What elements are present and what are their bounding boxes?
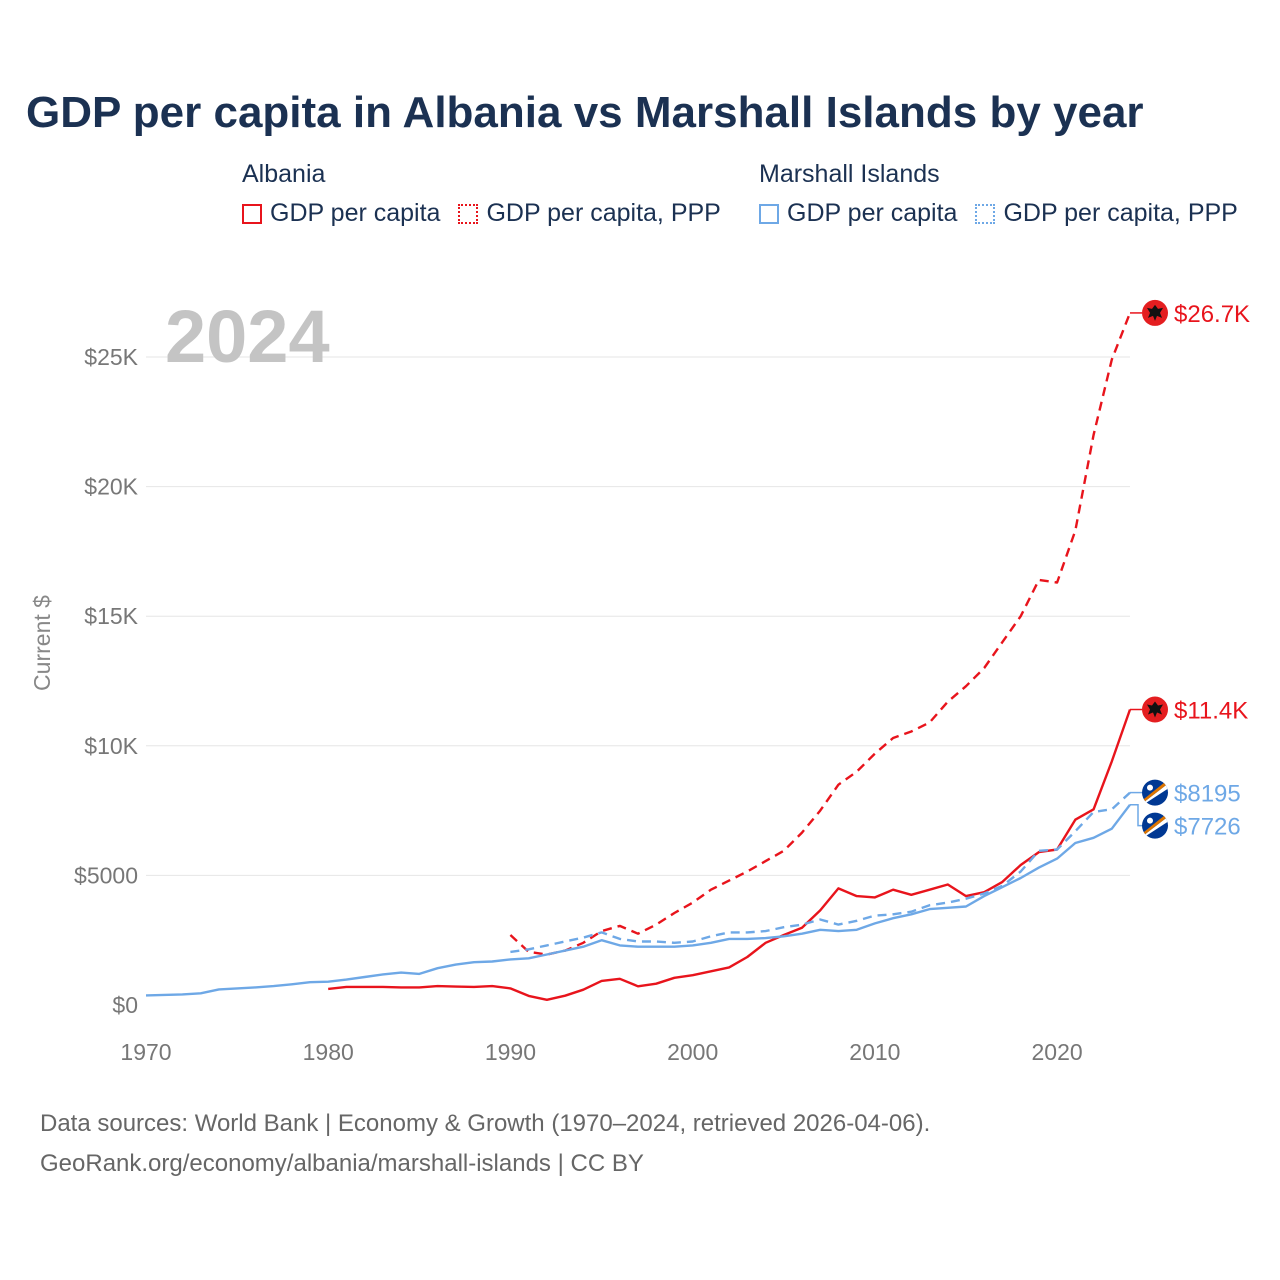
legend-group-albania: Albania GDP per capita GDP per capita, P… — [242, 160, 721, 228]
star-shape — [1147, 784, 1153, 791]
eagle-shape — [1147, 701, 1163, 718]
end-value-label: $7726 — [1174, 814, 1241, 841]
y-tick-label: $0 — [112, 992, 138, 1018]
legend-item-albania-ppp[interactable]: GDP per capita, PPP — [458, 199, 721, 228]
x-tick-label: 2000 — [667, 1039, 718, 1065]
legend-label: GDP per capita — [270, 199, 441, 227]
footer-link[interactable]: GeoRank.org/economy/albania/marshall-isl… — [40, 1150, 644, 1177]
gridlines — [146, 356, 1130, 876]
white-ray — [1142, 783, 1168, 806]
footer: Data sources: World Bank | Economy & Gro… — [40, 1104, 930, 1184]
chart-title: GDP per capita in Albania vs Marshall Is… — [26, 88, 1144, 137]
y-tick-label: $15K — [84, 603, 138, 629]
footer-sources: Data sources: World Bank | Economy & Gro… — [40, 1110, 931, 1137]
albania-flag-icon — [1142, 299, 1168, 326]
flag-rays — [1142, 812, 1168, 839]
leader-line — [1130, 803, 1142, 827]
series-line-marshall-islands-gdp-per-capita-ppp — [510, 791, 1131, 954]
orange-ray — [1142, 812, 1168, 837]
legend-group-marshall: Marshall Islands GDP per capita GDP per … — [759, 160, 1238, 228]
x-tick-label: 2010 — [849, 1039, 900, 1065]
x-axis-ticks: 1970 1980 1990 2000 2010 2020 — [120, 1039, 1082, 1065]
star-shape — [1147, 817, 1153, 824]
x-tick-label: 1970 — [120, 1039, 171, 1065]
year-watermark: 2024 — [165, 295, 330, 378]
orange-ray — [1142, 779, 1168, 804]
legend-heading-marshall: Marshall Islands — [759, 160, 940, 188]
solid-swatch-icon — [759, 203, 779, 224]
flag-rays — [1142, 779, 1168, 806]
line-chart: 2024 Current $ $0 $5000 $10K $15K $20K $25K 1… — [29, 295, 1250, 1065]
legend-item-marshall-ppp[interactable]: GDP per capita, PPP — [975, 199, 1238, 228]
series-line-albania-gdp-per-capita — [328, 709, 1132, 1001]
y-tick-label: $25K — [84, 344, 138, 370]
marshall-islands-flag-icon — [1142, 812, 1168, 839]
x-tick-label: 1980 — [303, 1039, 354, 1065]
y-tick-label: $20K — [84, 474, 138, 500]
legend-label: GDP per capita, PPP — [486, 199, 721, 227]
end-value-label: $8195 — [1174, 781, 1241, 808]
albania-flag-icon — [1142, 696, 1168, 723]
dotted-swatch-icon — [458, 203, 479, 224]
dotted-swatch-icon — [975, 203, 996, 224]
series-lines — [145, 312, 1132, 1001]
white-ray — [1142, 816, 1168, 839]
legend-heading-albania: Albania — [242, 160, 326, 188]
solid-swatch-icon — [242, 203, 262, 224]
eagle-shape — [1147, 304, 1163, 321]
legend-label: GDP per capita — [787, 199, 958, 227]
legend-item-albania-gdp[interactable]: GDP per capita — [242, 199, 440, 228]
series-line-marshall-islands-gdp-per-capita — [145, 803, 1131, 997]
end-value-label: $26.7K — [1174, 301, 1250, 328]
series-end-labels: $26.7K $11.4K $8195 $7726 — [1130, 299, 1250, 841]
end-value-label: $11.4K — [1174, 698, 1248, 725]
x-tick-label: 2020 — [1032, 1039, 1083, 1065]
legend-label: GDP per capita, PPP — [1003, 199, 1238, 227]
y-axis-ticks: $0 $5000 $10K $15K $20K $25K — [74, 344, 139, 1018]
legend-item-marshall-gdp[interactable]: GDP per capita — [759, 199, 957, 228]
marshall-islands-flag-icon — [1142, 779, 1168, 806]
x-tick-label: 1990 — [485, 1039, 536, 1065]
y-tick-label: $10K — [84, 733, 138, 759]
y-tick-label: $5000 — [74, 862, 138, 888]
y-axis-label: Current $ — [29, 595, 55, 691]
series-line-albania-gdp-per-capita-ppp — [509, 312, 1132, 956]
